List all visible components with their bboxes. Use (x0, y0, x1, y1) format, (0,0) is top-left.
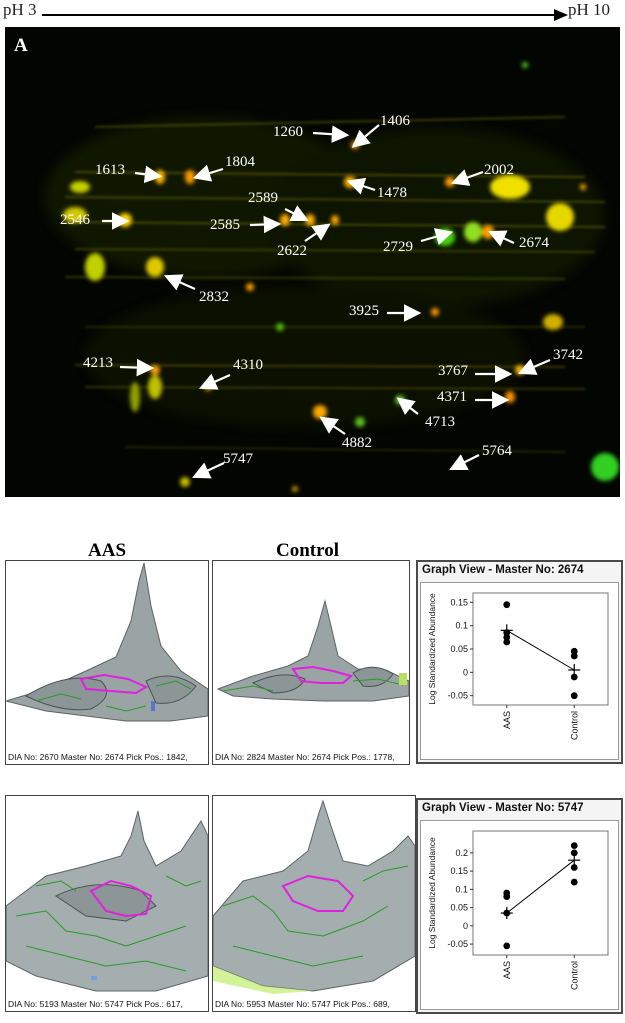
y-tick-label: 0.05 (450, 903, 468, 913)
spot-label: 1804 (225, 154, 255, 170)
plot-caption: DIA No: 2670 Master No: 2674 Pick Pos.: … (8, 752, 188, 762)
spot-label: 2002 (484, 162, 514, 178)
3d-surface (6, 810, 208, 992)
data-point (503, 942, 511, 950)
y-tick-label: 0.2 (455, 848, 468, 858)
graph-view-b: Graph View - Master No: 2674 -0.05 0 0.05 0… (416, 560, 623, 764)
3d-plot-control-c: DIA No: 5953 Master No: 5747 Pick Pos.: … (212, 795, 416, 1012)
y-tick-label: 0.15 (450, 597, 468, 607)
panel-a-letter: A (14, 35, 28, 56)
spot-label: 2585 (210, 217, 240, 233)
ph-gradient-arrow (42, 9, 568, 21)
data-point (570, 647, 578, 655)
ph-left-label: pH 3 (3, 0, 37, 19)
3d-plot-aas-b: DIA No: 2670 Master No: 2674 Pick Pos.: … (5, 560, 209, 765)
y-tick-label: -0.05 (447, 939, 468, 949)
plot-caption: DIA No: 5193 Master No: 5747 Pick Pos.: … (8, 999, 183, 1009)
data-point (570, 878, 578, 886)
3d-surface (216, 599, 409, 702)
gel-image: A (5, 27, 620, 497)
spot-label: 4371 (437, 389, 467, 405)
graph-view-title: Graph View - Master No: 2674 (422, 564, 584, 576)
plot-area (472, 830, 609, 956)
spot-label: 5747 (223, 451, 253, 467)
data-point (503, 893, 511, 901)
data-point (570, 692, 578, 700)
spot-label: 4310 (233, 357, 263, 373)
plot-caption: DIA No: 2824 Master No: 2674 Pick Pos.: … (215, 752, 395, 762)
spot-label: 2729 (383, 239, 413, 255)
graph-view-c: Graph View - Master No: 5747 -0.05 0 0.05 0… (416, 798, 623, 1014)
spot-label: 2546 (60, 212, 90, 228)
mean-connector (506, 629, 575, 671)
gel-arrows (102, 124, 551, 479)
abundance-chart: -0.05 0 0.05 0.1 0.15 Log Standardized Abunda… (427, 592, 609, 740)
data-point (503, 601, 511, 609)
plot-area (472, 592, 609, 706)
spot-label: 2674 (519, 235, 549, 251)
data-point (570, 864, 578, 871)
3d-surface (6, 562, 208, 722)
y-tick-label: -0.05 (447, 691, 468, 701)
spot-label: 5764 (482, 443, 512, 459)
y-tick-label: 0 (463, 921, 468, 931)
y-tick-label: 0.1 (455, 884, 468, 894)
data-point (570, 673, 578, 681)
y-axis-label: Log Standardized Abundance (427, 593, 437, 705)
x-tick-label: AAS (502, 961, 512, 979)
3d-plot-aas-c: DIA No: 5193 Master No: 5747 Pick Pos.: … (5, 795, 209, 1012)
y-axis-label: Log Standardized Abundance (427, 837, 437, 949)
3d-plot-control-b: DIA No: 2824 Master No: 2674 Pick Pos.: … (212, 560, 410, 765)
spot-label: 3742 (553, 347, 583, 363)
plot-caption: DIA No: 5953 Master No: 5747 Pick Pos.: … (215, 999, 390, 1009)
graph-view-title: Graph View - Master No: 5747 (422, 802, 584, 814)
y-tick-label: 0.1 (455, 621, 468, 631)
data-point (503, 638, 511, 646)
spot-label: 3925 (349, 303, 379, 319)
spot-label: 1478 (377, 185, 407, 201)
y-tick-label: 0.05 (450, 644, 468, 654)
spot-label: 2832 (199, 289, 229, 305)
3d-surface (213, 799, 415, 994)
column-header-control: Control (276, 540, 339, 561)
spot-label: 4213 (83, 355, 113, 371)
y-tick-label: 0.15 (450, 866, 468, 876)
x-tick-label: Control (569, 711, 579, 740)
spot-label: 1613 (95, 162, 125, 178)
spot-label: 3767 (438, 363, 468, 379)
spot-label: 4713 (425, 414, 455, 430)
abundance-chart: -0.05 0 0.05 0.1 0.15 0.2 Log Standardized Abu… (427, 830, 609, 990)
data-point (570, 849, 578, 857)
mean-connector (506, 859, 575, 914)
data-point (570, 842, 578, 849)
ph-right-label: pH 10 (568, 0, 611, 19)
data-point (570, 652, 578, 660)
x-tick-label: AAS (502, 711, 512, 729)
data-point (503, 633, 511, 641)
column-header-aas: AAS (88, 540, 127, 561)
spot-label: 1406 (380, 113, 410, 129)
x-tick-label: Control (569, 961, 579, 990)
spot-label: 2589 (248, 190, 278, 206)
gel-spots (45, 62, 619, 492)
spot-label: 2622 (277, 243, 307, 259)
y-tick-label: 0 (463, 667, 468, 677)
spot-label: 1260 (273, 124, 303, 140)
spot-label: 4882 (342, 435, 372, 451)
